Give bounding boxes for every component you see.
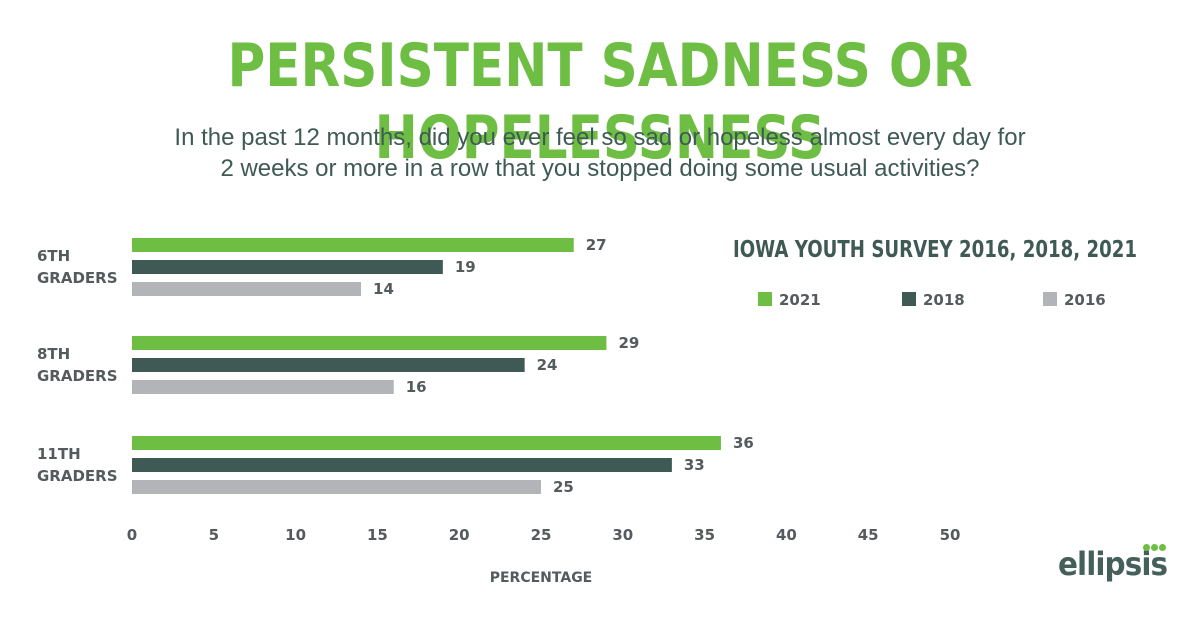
subtitle-line-2: 2 weeks or more in a row that you stoppe… [220, 155, 980, 182]
legend-swatch-2016 [1043, 292, 1057, 306]
chart-title: PERSISTENT SADNESS OR HOPELESSNESS [227, 31, 973, 173]
subtitle-line-1: In the past 12 months, did you ever feel… [174, 124, 1026, 151]
data-label-2016: 25 [553, 478, 574, 496]
x-tick-label: 45 [858, 526, 879, 544]
data-label-2021: 36 [733, 434, 754, 452]
legend-swatch-2021 [758, 292, 772, 306]
legend-label-2018: 2018 [923, 291, 965, 309]
bar-2021 [132, 436, 721, 450]
bar-2016 [132, 480, 541, 494]
category-label: GRADERS [37, 269, 118, 287]
data-label-2018: 33 [684, 456, 705, 474]
category-label: 8TH [37, 345, 70, 363]
bar-2016 [132, 282, 362, 296]
x-tick-label: 30 [612, 526, 633, 544]
chart-subtitle: In the past 12 months, did you ever feel… [0, 122, 1200, 184]
category-label: 11TH [37, 445, 81, 463]
category-label: GRADERS [37, 367, 118, 385]
legend-label-2016: 2016 [1064, 291, 1106, 309]
x-tick-label: 25 [531, 526, 552, 544]
x-tick-label: 40 [776, 526, 797, 544]
bar-2021 [132, 336, 607, 350]
data-label-2018: 24 [537, 356, 558, 374]
legend-swatch-2018 [902, 292, 916, 306]
x-tick-label: 35 [694, 526, 715, 544]
data-label-2021: 29 [618, 334, 639, 352]
x-tick-label: 20 [449, 526, 470, 544]
x-axis-title: PERCENTAGE [490, 570, 593, 586]
legend-label-2021: 2021 [779, 291, 821, 309]
bar-2018 [132, 260, 443, 274]
category-label: GRADERS [37, 467, 118, 485]
data-label-2016: 14 [373, 280, 394, 298]
category-label: 6TH [37, 247, 70, 265]
x-tick-label: 10 [285, 526, 306, 544]
data-label-2018: 19 [455, 258, 476, 276]
x-tick-label: 50 [940, 526, 961, 544]
ellipsis-logo: ellipsis [1058, 545, 1168, 583]
data-label-2016: 16 [406, 378, 427, 396]
legend-title: IOWA YOUTH SURVEY 2016, 2018, 2021 [733, 237, 1137, 263]
x-tick-label: 15 [367, 526, 388, 544]
data-label-2021: 27 [586, 236, 607, 254]
x-tick-label: 0 [127, 526, 137, 544]
bar-2018 [132, 358, 525, 372]
bar-2021 [132, 238, 574, 252]
bar-2016 [132, 380, 394, 394]
x-tick-label: 5 [209, 526, 219, 544]
bar-2018 [132, 458, 672, 472]
